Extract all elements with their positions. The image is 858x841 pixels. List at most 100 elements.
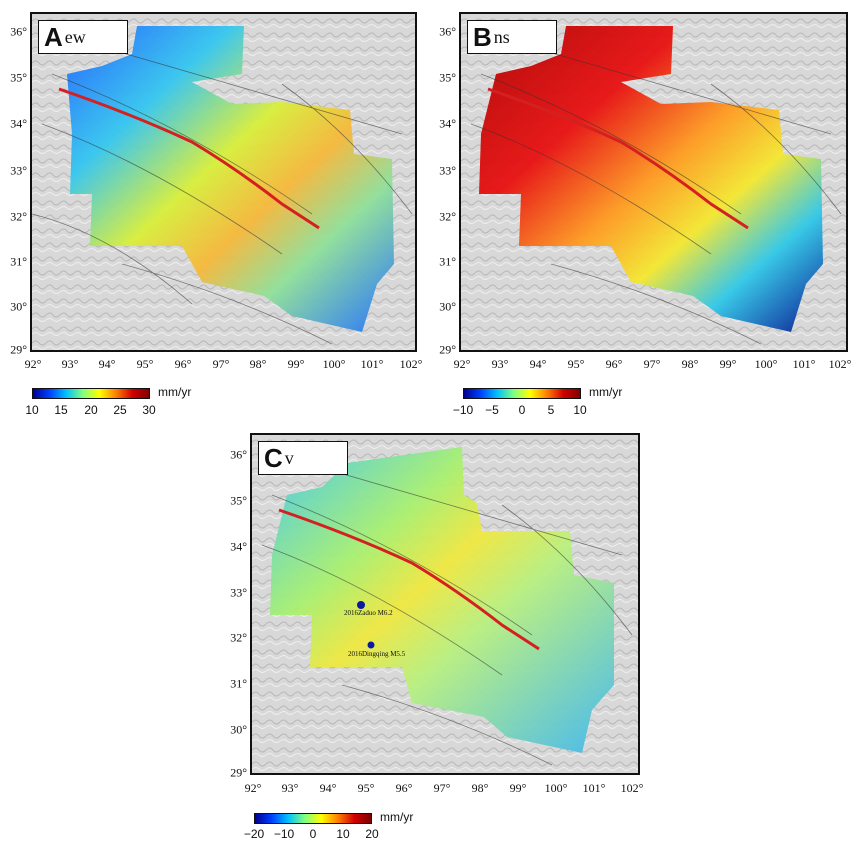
colorbar-a-gradient — [32, 388, 150, 399]
earthquake-zaduo-label: 2016Zaduo M6.2 — [344, 609, 393, 617]
x-tick: 95° — [567, 357, 585, 371]
x-tick: 102° — [620, 781, 644, 795]
panel-component-a: ew — [64, 26, 86, 47]
colorbar-c-gradient — [254, 813, 372, 824]
x-tick: 99° — [287, 357, 305, 371]
colorbar-a-tick: 25 — [113, 403, 127, 417]
y-tick: 34° — [230, 539, 247, 554]
x-tick: 96° — [174, 357, 192, 371]
earthquake-zaduo-marker[interactable] — [357, 601, 365, 609]
colorbar-b-gradient — [463, 388, 581, 399]
colorbar-a-unit: mm/yr — [158, 385, 192, 399]
y-tick: 34° — [10, 116, 27, 131]
y-tick: 32° — [230, 630, 247, 645]
y-tick: 31° — [10, 254, 27, 269]
x-tick: 101° — [582, 781, 606, 795]
x-tick: 98° — [471, 781, 489, 795]
x-tick: 94° — [529, 357, 547, 371]
x-tick: 99° — [719, 357, 737, 371]
earthquake-dingqing-marker[interactable] — [367, 641, 375, 649]
x-tick: 98° — [249, 357, 267, 371]
panel-letter-a: A — [44, 21, 63, 52]
map-frame-c[interactable]: 2016Zaduo M6.2 2016Dingqing M5.5 C v — [250, 433, 640, 775]
panel-label-b: B ns — [467, 20, 557, 54]
colorbar-a-tick: 15 — [54, 403, 68, 417]
earthquake-dingqing-label: 2016Dingqing M5.5 — [348, 650, 406, 658]
x-tick: 101° — [360, 357, 384, 371]
map-frame-b[interactable]: B ns — [459, 12, 848, 352]
colorbar-b-tick: 5 — [547, 403, 555, 417]
x-tick: 93° — [491, 357, 509, 371]
panel-component-b: ns — [493, 26, 510, 47]
y-tick: 30° — [230, 722, 247, 737]
faults — [32, 43, 413, 345]
colorbar-c-tick: 0 — [309, 827, 317, 841]
y-tick: 31° — [439, 254, 456, 269]
x-tick: 92° — [453, 357, 471, 371]
x-tick: 93° — [281, 781, 299, 795]
colorbar-b-unit: mm/yr — [589, 385, 623, 399]
x-tick: 102° — [399, 357, 423, 371]
colorbar-c-tick: 10 — [336, 827, 350, 841]
y-tick: 34° — [439, 116, 456, 131]
x-tick: 93° — [61, 357, 79, 371]
y-tick: 36° — [10, 24, 27, 39]
panel-letter-b: B — [473, 21, 492, 52]
x-tick: 101° — [792, 357, 816, 371]
velocity-field-v — [270, 447, 614, 753]
x-tick: 96° — [395, 781, 413, 795]
fault-trace — [58, 87, 320, 230]
colorbar-c-tick: −20 — [243, 827, 265, 841]
y-tick: 33° — [230, 585, 247, 600]
x-tick: 94° — [319, 781, 337, 795]
panel-label-a: A ew — [38, 20, 128, 54]
y-tick: 33° — [439, 163, 456, 178]
y-tick: 29° — [230, 765, 247, 780]
velocity-field-ew — [67, 26, 394, 332]
velocity-field-ns — [479, 26, 823, 332]
colorbar-a-tick: 10 — [25, 403, 39, 417]
colorbar-c-unit: mm/yr — [380, 810, 414, 824]
y-tick: 29° — [10, 342, 27, 357]
map-svg-b — [461, 14, 846, 350]
y-tick: 31° — [230, 676, 247, 691]
colorbar-b-tick: −5 — [485, 403, 499, 417]
x-tick: 94° — [98, 357, 116, 371]
y-tick: 33° — [10, 163, 27, 178]
x-tick: 97° — [643, 357, 661, 371]
y-tick: 36° — [230, 447, 247, 462]
x-tick: 97° — [212, 357, 230, 371]
panel-component-c: v — [284, 447, 294, 468]
y-tick: 29° — [439, 342, 456, 357]
faults — [261, 464, 633, 766]
colorbar-b-tick: 0 — [518, 403, 526, 417]
colorbar-c-tick: 20 — [365, 827, 379, 841]
y-tick: 30° — [10, 299, 27, 314]
x-tick: 92° — [244, 781, 262, 795]
colorbar-c-tick: −10 — [273, 827, 295, 841]
colorbar-b-tick: 10 — [573, 403, 587, 417]
colorbar-a-tick: 30 — [142, 403, 156, 417]
fault-trace — [278, 508, 540, 651]
x-tick: 102° — [828, 357, 852, 371]
faults — [470, 43, 842, 345]
y-tick: 30° — [439, 299, 456, 314]
colorbar-b-tick: −10 — [452, 403, 474, 417]
x-tick: 95° — [136, 357, 154, 371]
map-svg-c: 2016Zaduo M6.2 2016Dingqing M5.5 — [252, 435, 638, 773]
map-svg-a — [32, 14, 415, 350]
x-tick: 99° — [509, 781, 527, 795]
y-tick: 32° — [439, 209, 456, 224]
map-frame-a[interactable]: A ew — [30, 12, 417, 352]
x-tick: 98° — [681, 357, 699, 371]
x-tick: 100° — [754, 357, 778, 371]
y-tick: 32° — [10, 209, 27, 224]
x-tick: 96° — [605, 357, 623, 371]
x-tick: 100° — [544, 781, 568, 795]
y-tick: 36° — [439, 24, 456, 39]
colorbar-a-tick: 20 — [84, 403, 98, 417]
x-tick: 97° — [433, 781, 451, 795]
panel-letter-c: C — [264, 442, 283, 473]
y-tick: 35° — [230, 493, 247, 508]
fault-trace — [487, 87, 749, 230]
